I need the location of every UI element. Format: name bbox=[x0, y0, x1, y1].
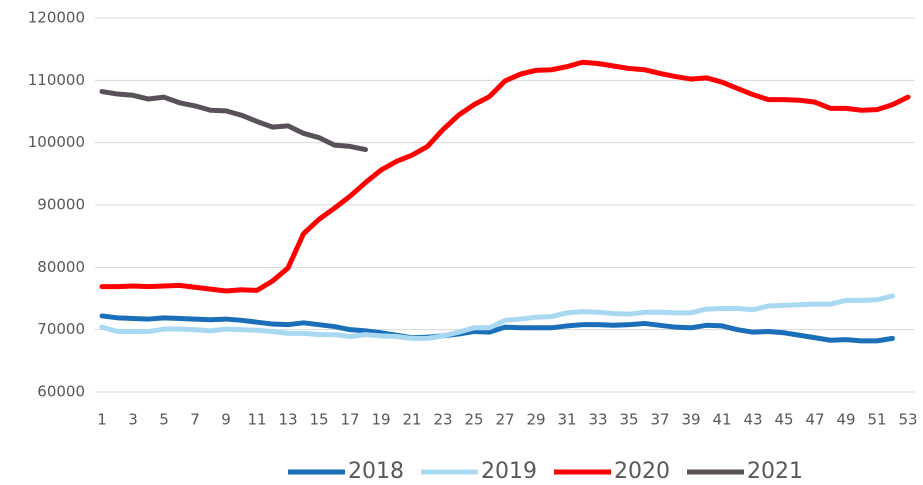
x-tick-label: 51 bbox=[867, 411, 886, 429]
x-tick-label: 39 bbox=[681, 411, 700, 429]
x-tick-label: 25 bbox=[464, 411, 483, 429]
legend-label: 2021 bbox=[747, 459, 803, 484]
x-tick-label: 31 bbox=[557, 411, 576, 429]
x-tick-label: 9 bbox=[221, 411, 231, 429]
x-tick-label: 15 bbox=[309, 411, 328, 429]
series-line bbox=[99, 59, 911, 294]
x-tick-label: 45 bbox=[774, 411, 793, 429]
series-line bbox=[99, 89, 368, 153]
series-line bbox=[99, 293, 895, 341]
x-tick-label: 11 bbox=[247, 411, 266, 429]
x-tick-label: 21 bbox=[402, 411, 421, 429]
x-tick-label: 1 bbox=[97, 411, 107, 429]
x-tick-label: 41 bbox=[712, 411, 731, 429]
x-tick-label: 43 bbox=[743, 411, 762, 429]
legend-label: 2019 bbox=[481, 459, 537, 484]
y-tick-label: 90000 bbox=[37, 196, 85, 214]
x-tick-label: 29 bbox=[526, 411, 545, 429]
x-tick-label: 53 bbox=[898, 411, 917, 429]
x-tick-label: 17 bbox=[340, 411, 359, 429]
x-tick-label: 37 bbox=[650, 411, 669, 429]
x-tick-label: 49 bbox=[836, 411, 855, 429]
x-tick-label: 35 bbox=[619, 411, 638, 429]
x-tick-label: 5 bbox=[159, 411, 169, 429]
y-tick-label: 80000 bbox=[37, 258, 85, 276]
x-tick-label: 19 bbox=[371, 411, 390, 429]
y-tick-label: 70000 bbox=[37, 320, 85, 338]
y-tick-label: 100000 bbox=[28, 133, 85, 151]
y-tick-label: 120000 bbox=[28, 9, 85, 27]
y-tick-label: 60000 bbox=[37, 383, 85, 401]
legend-label: 2020 bbox=[614, 459, 670, 484]
x-tick-label: 47 bbox=[805, 411, 824, 429]
y-tick-label: 110000 bbox=[28, 71, 85, 89]
x-tick-label: 13 bbox=[278, 411, 297, 429]
x-tick-label: 23 bbox=[433, 411, 452, 429]
x-tick-label: 27 bbox=[495, 411, 514, 429]
series-line bbox=[99, 313, 895, 344]
x-tick-label: 33 bbox=[588, 411, 607, 429]
x-tick-label: 7 bbox=[190, 411, 200, 429]
legend-label: 2018 bbox=[348, 459, 404, 484]
x-tick-label: 3 bbox=[128, 411, 138, 429]
